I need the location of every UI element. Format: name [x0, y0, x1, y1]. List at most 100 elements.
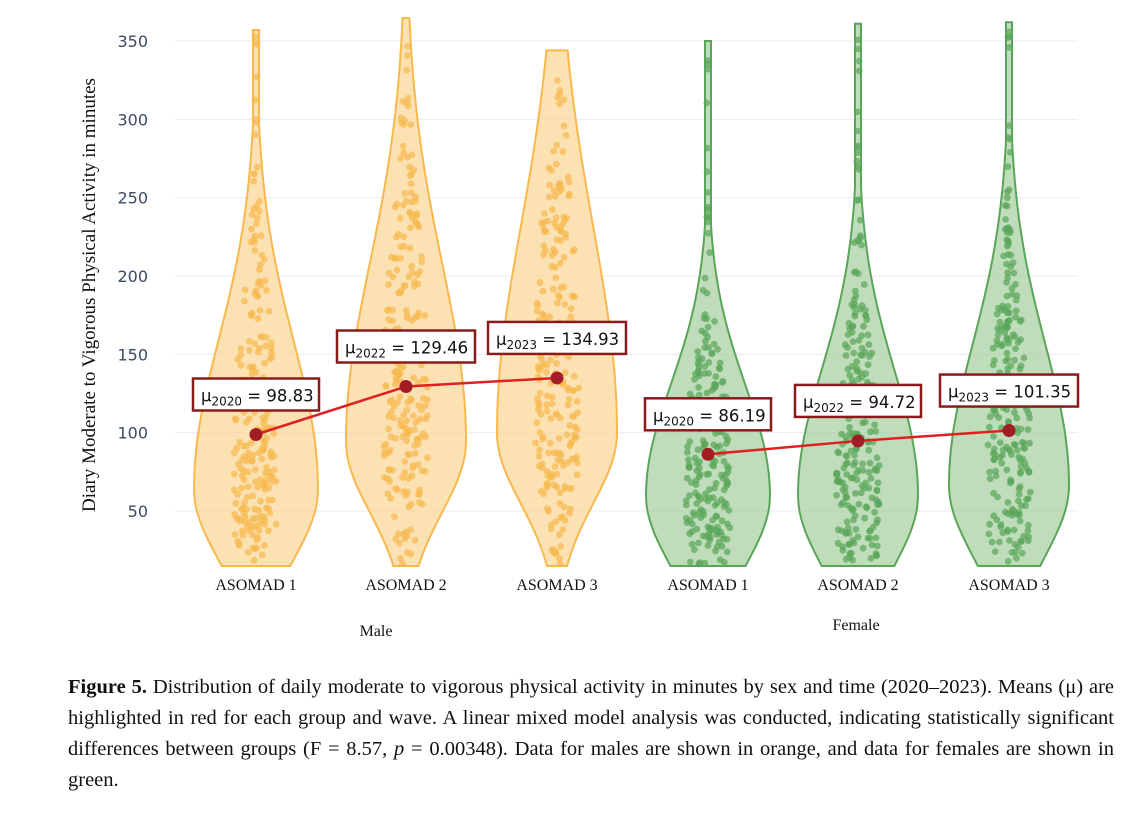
data-point [241, 286, 249, 294]
caption-text-after: = 0.00348). Data for males are shown in … [68, 738, 1114, 791]
data-point [414, 312, 422, 320]
data-point [393, 266, 401, 274]
caption-p-symbol: p [394, 738, 405, 760]
data-point [258, 517, 265, 524]
data-point [1018, 439, 1026, 446]
x-tick-female-2: ASOMAD 2 [817, 577, 898, 594]
data-point [848, 474, 855, 482]
data-point [724, 520, 731, 528]
data-point [1012, 313, 1019, 321]
data-point [568, 438, 576, 445]
data-point [988, 538, 996, 546]
data-point [705, 229, 713, 237]
data-point [244, 493, 251, 501]
data-point [232, 500, 240, 507]
data-point [254, 279, 262, 287]
data-point [390, 402, 398, 410]
data-point [722, 432, 730, 440]
data-point [703, 389, 711, 397]
data-point [720, 503, 728, 510]
data-point [405, 273, 413, 281]
mean-label-text: μ2023 = 101.35 [948, 383, 1071, 405]
data-point [1018, 549, 1026, 557]
data-point [1012, 345, 1019, 352]
data-point [705, 530, 713, 538]
data-point [1017, 316, 1025, 324]
data-point [695, 539, 702, 547]
data-point [416, 415, 424, 423]
data-point [844, 331, 852, 338]
data-point [566, 190, 573, 198]
data-point [855, 375, 862, 383]
data-point [851, 239, 858, 247]
data-point [256, 307, 264, 314]
data-point [863, 316, 871, 324]
data-point [843, 493, 851, 501]
data-point [682, 497, 690, 504]
data-point [1011, 356, 1018, 364]
data-point [267, 454, 275, 461]
x-tick-male-2: ASOMAD 2 [365, 577, 446, 594]
data-point [1020, 354, 1028, 362]
data-point [543, 392, 551, 400]
data-point [396, 254, 404, 262]
data-point [684, 443, 691, 451]
data-point [995, 304, 1002, 312]
data-point [703, 168, 711, 176]
mean-label-box [938, 373, 1080, 408]
data-point [1020, 444, 1028, 452]
data-point [255, 527, 263, 534]
data-point [842, 530, 850, 537]
data-point [265, 484, 273, 492]
data-point [407, 395, 415, 402]
data-point [557, 228, 565, 235]
data-point [985, 530, 993, 538]
data-point [559, 526, 567, 533]
data-point [855, 57, 863, 65]
data-point [541, 210, 548, 218]
data-point [990, 445, 998, 453]
data-point [396, 214, 404, 222]
data-point [1004, 134, 1012, 141]
data-point [843, 452, 851, 460]
data-point [412, 219, 420, 227]
data-point [858, 344, 866, 352]
data-point [404, 94, 412, 102]
data-point [258, 455, 266, 463]
data-point [400, 233, 408, 241]
data-point [1003, 349, 1011, 357]
data-point [1013, 292, 1021, 299]
data-point [725, 464, 732, 472]
data-point [270, 430, 277, 437]
x-tick-male-3: ASOMAD 3 [516, 577, 597, 594]
data-point [1000, 323, 1008, 330]
data-point [708, 350, 716, 358]
mean-label-male-2: μ2022 = 129.46 [335, 329, 477, 364]
mean-label-male-3: μ2023 = 134.93 [486, 320, 628, 356]
data-point [833, 471, 840, 479]
data-point [575, 384, 583, 392]
data-point [1017, 468, 1024, 476]
data-point [422, 415, 429, 423]
data-point [265, 307, 273, 315]
data-point [571, 372, 578, 380]
data-point [261, 359, 269, 367]
y-tick-150: 150 [117, 345, 148, 364]
data-point [412, 193, 419, 201]
data-point [382, 383, 390, 390]
data-point [851, 310, 859, 317]
data-point [249, 451, 257, 459]
data-point [549, 285, 557, 293]
data-point [682, 515, 690, 522]
data-point [404, 52, 411, 59]
mean-year: 2023 [507, 338, 538, 352]
data-point [391, 513, 398, 521]
data-point [251, 96, 259, 104]
caption-text: Distribution of daily moderate to vigoro… [68, 676, 1114, 760]
data-point [853, 476, 861, 484]
data-point [1011, 541, 1019, 548]
data-point [270, 466, 278, 474]
data-point [854, 45, 862, 53]
data-point [1017, 502, 1025, 510]
data-point [543, 407, 551, 415]
